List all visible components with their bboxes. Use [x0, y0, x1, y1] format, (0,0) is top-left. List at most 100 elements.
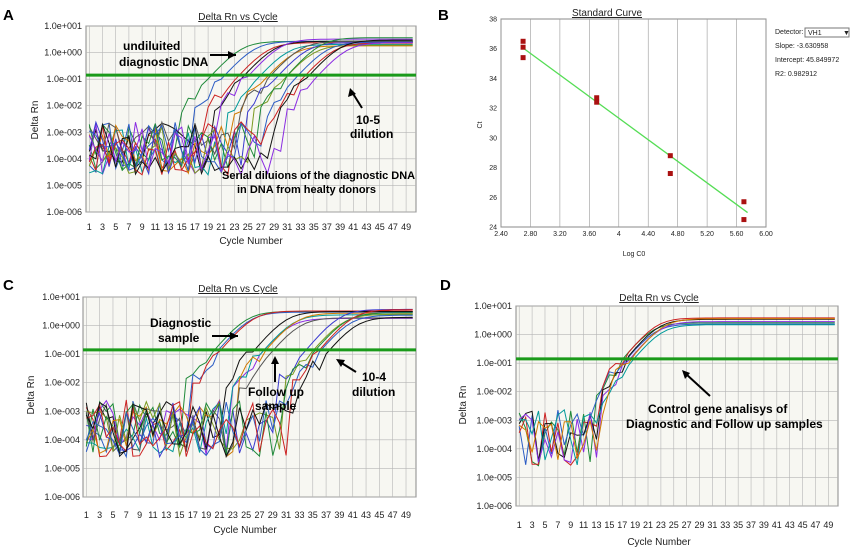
- a-xtick-label: 1: [87, 222, 92, 232]
- chevron-down-icon[interactable]: ▼: [843, 30, 850, 37]
- b-ytick-label: 26: [489, 195, 497, 202]
- panel-d-plot-area: [515, 305, 839, 507]
- panel-c-annot-sample: sample: [158, 331, 200, 345]
- a-xtick-label: 15: [177, 222, 187, 232]
- a-ytick-label: 1.0e-004: [46, 154, 82, 164]
- c-xtick-label: 31: [281, 510, 291, 520]
- panel-c-arrow-3-head: [336, 359, 345, 367]
- panel-b-slope: Slope: -3.630958: [775, 43, 828, 50]
- panel-a-letter: A: [3, 7, 14, 24]
- panel-c-arrow-2-head: [271, 356, 279, 364]
- panel-a-x-ticks: 1 3 5 7 9 11 13 15 17 19 21 23 25 27 29 31 33 35 37 39 41 43 4…: [87, 222, 411, 232]
- d-xtick-label: 7: [555, 520, 560, 530]
- panel-a-annot-serial: Serial diluions of the diagnostic DNA: [222, 170, 415, 182]
- panel-a-title: Delta Rn vs Cycle: [198, 12, 278, 23]
- c-amplification-curve: [86, 308, 413, 459]
- c-ytick-label: 1.0e-004: [44, 435, 80, 445]
- panel-c-title: Delta Rn vs Cycle: [198, 284, 278, 295]
- panel-b-intercept: Intercept: 45.849972: [775, 57, 839, 64]
- d-xtick-label: 49: [823, 520, 833, 530]
- b-xtick-label: 4: [617, 231, 621, 238]
- a-amplification-curve: [88, 42, 413, 176]
- c-xtick-label: 9: [137, 510, 142, 520]
- a-xtick-label: 25: [243, 222, 253, 232]
- b-xtick-label: 3.20: [553, 231, 567, 238]
- panel-a-annot-diag-dna: diagnostic DNA: [119, 55, 209, 69]
- panel-b-detector-label: Detector:: [775, 29, 803, 36]
- panel-a-plot-area: [85, 25, 417, 213]
- b-xtick-label: 2.80: [524, 231, 538, 238]
- panel-a-grid: [86, 25, 416, 213]
- panel-b-fit-line: [522, 47, 748, 214]
- panel-c-xlabel: Cycle Number: [213, 525, 277, 536]
- d-xtick-label: 1: [517, 520, 522, 530]
- c-xtick-label: 1: [84, 510, 89, 520]
- d-ytick-label: 1.0e-005: [476, 472, 512, 482]
- b-xtick-label: 4.80: [671, 231, 685, 238]
- panel-c-y-ticks: 1.0e+001 1.0e+000 1.0e-001 1.0e-002 1.0e-003…: [42, 292, 80, 502]
- c-ytick-label: 1.0e+001: [42, 292, 80, 302]
- a-amplification-curve: [89, 41, 413, 174]
- c-amplification-curve: [85, 316, 413, 458]
- c-xtick-label: 35: [308, 510, 318, 520]
- c-xtick-label: 23: [228, 510, 238, 520]
- a-amplification-curve: [88, 38, 413, 175]
- panel-b-grid: [500, 19, 767, 227]
- b-xtick-label: 4.40: [641, 231, 655, 238]
- panel-a-y-ticks: 1.0e+001 1.0e+000 1.0e-001 1.0e-002 1.0e-003…: [44, 21, 82, 217]
- c-xtick-label: 21: [215, 510, 225, 520]
- c-xtick-label: 33: [294, 510, 304, 520]
- d-xtick-label: 5: [542, 520, 547, 530]
- b-ytick-label: 34: [489, 76, 497, 83]
- a-ytick-label: 1.0e-003: [46, 127, 82, 137]
- b-data-point: [520, 55, 526, 61]
- c-xtick-label: 41: [348, 510, 358, 520]
- c-xtick-label: 37: [321, 510, 331, 520]
- c-xtick-label: 45: [374, 510, 384, 520]
- panel-b-y-ticks: 38 36 34 32 30 28 26 24: [489, 17, 497, 232]
- panel-d-grid: [516, 305, 838, 507]
- d-xtick-label: 27: [682, 520, 692, 530]
- c-xtick-label: 39: [334, 510, 344, 520]
- a-xtick-label: 21: [216, 222, 226, 232]
- a-xtick-label: 23: [229, 222, 239, 232]
- panel-c-x-ticks: 1 3 5 7 9 11 13 15 17 19 21 23 25 27 29 31 33 35 37 39 41 43 4…: [84, 510, 411, 520]
- a-xtick-label: 47: [388, 222, 398, 232]
- panel-d-letter: D: [440, 277, 451, 294]
- a-xtick-label: 43: [361, 222, 371, 232]
- b-data-point: [594, 95, 600, 101]
- panel-b-x-ticks: 2.40 2.80 3.20 3.60 4 4.40 4.80 5.20 5.60 6.00: [494, 231, 773, 238]
- a-xtick-label: 49: [401, 222, 411, 232]
- d-xtick-label: 17: [617, 520, 627, 530]
- a-xtick-label: 11: [151, 222, 160, 232]
- b-data-point: [520, 38, 526, 44]
- c-ytick-label: 1.0e-006: [44, 492, 80, 502]
- panel-a-annot-dilution: dilution: [350, 127, 393, 141]
- c-ytick-label: 1.0e-002: [44, 378, 80, 388]
- a-ytick-label: 1.0e-006: [46, 207, 82, 217]
- panel-d-annot-samples: Diagnostic and Follow up samples: [626, 417, 823, 431]
- d-xtick-label: 15: [604, 520, 614, 530]
- d-xtick-label: 13: [591, 520, 601, 530]
- b-ytick-label: 36: [489, 46, 497, 53]
- d-xtick-label: 45: [798, 520, 808, 530]
- b-xtick-label: 6.00: [759, 231, 773, 238]
- d-amplification-curve: [518, 323, 835, 465]
- c-amplification-curve: [85, 312, 413, 458]
- d-ytick-label: 1.0e+000: [474, 330, 512, 340]
- panel-a-arrow-2-head: [348, 88, 356, 97]
- b-data-point: [667, 153, 673, 159]
- b-data-point: [741, 199, 747, 205]
- panel-c-plot-area: [82, 296, 417, 498]
- d-xtick-label: 31: [707, 520, 717, 530]
- panel-d-annot-control: Control gene analisys of: [648, 402, 788, 416]
- panel-b-detector-select[interactable]: [804, 27, 850, 38]
- d-amplification-curve: [518, 318, 835, 460]
- b-ytick-label: 32: [489, 106, 497, 113]
- a-ytick-label: 1.0e-005: [46, 180, 82, 190]
- b-data-point: [667, 171, 673, 177]
- c-xtick-label: 25: [241, 510, 251, 520]
- panel-b-detector-value: VH1: [808, 30, 822, 37]
- a-xtick-label: 3: [100, 222, 105, 232]
- d-ytick-label: 1.0e-001: [476, 358, 512, 368]
